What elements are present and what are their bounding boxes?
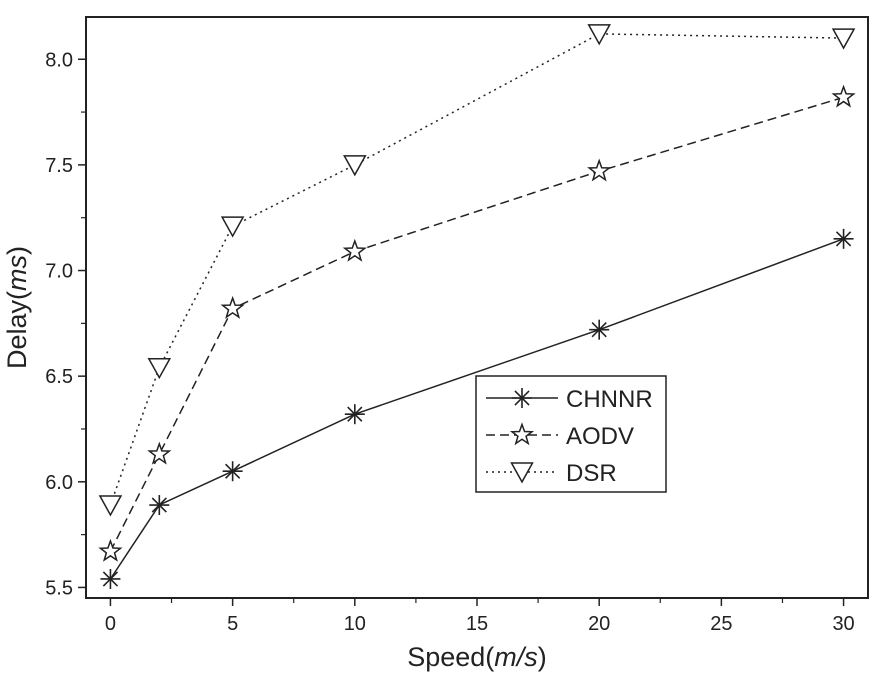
marker-dsr-4 [587,24,611,46]
marker-aodv-1 [147,441,172,465]
plot-frame [85,16,869,599]
marker-chnnr-0 [100,568,121,589]
marker-chnnr-1 [149,495,170,516]
marker-aodv-4 [587,158,612,182]
marker-dsr-3 [343,155,367,177]
marker-chnnr-4 [589,319,610,340]
marker-aodv-0 [98,538,123,562]
x-axis-label-suffix: ) [538,642,547,672]
marker-chnnr-3 [344,404,365,425]
y-tick-label-2: 6.5 [45,366,73,388]
legend-label-chnnr: CHNNR [566,386,653,413]
marker-dsr-0 [98,495,123,517]
x-tick-label-4: 20 [588,613,610,635]
x-tick-label-6: 30 [832,613,854,635]
y-tick-label-5: 8.0 [45,49,73,71]
axis-tick-labels: 0 5 10 15 20 25 30 5.5 6.0 6.5 7.0 7.5 8.0 [45,49,855,635]
marker-dsr-2 [220,216,245,238]
y-tick-label-0: 5.5 [45,577,73,599]
marker-chnnr-2 [222,461,243,482]
x-tick-label-0: 0 [105,613,116,635]
legend-marker-aodv [509,422,535,446]
axis-ticks [78,58,845,606]
legend-label-aodv: AODV [566,423,634,450]
legend-label-dsr: DSR [566,460,617,487]
marker-aodv-2 [220,295,245,319]
y-axis-label-prefix: Delay( [2,291,32,369]
x-tick-label-2: 10 [344,613,366,635]
y-axis-label-unit: ms [2,255,32,291]
series-line-aodv [109,96,844,552]
y-tick-label-1: 6.0 [45,472,73,494]
x-tick-label-5: 25 [710,613,732,635]
marker-aodv-3 [342,238,367,262]
x-axis-label-prefix: Speed( [407,642,494,672]
legend-marker-chnnr [512,388,532,408]
x-tick-label-1: 5 [227,613,238,635]
series-markers [98,24,856,589]
plot-frame-rect [85,16,869,599]
legend-marker-dsr [510,462,534,484]
legend: CHNNR AODV DSR [475,375,667,493]
x-axis-label: Speed(m/s) [407,642,547,672]
x-tick-label-3: 15 [466,613,488,635]
marker-dsr-5 [831,28,856,50]
y-axis-label: Delay(ms) [2,246,32,369]
y-tick-label-4: 7.5 [45,155,73,177]
marker-aodv-5 [831,84,856,108]
y-tick-label-3: 7.0 [45,261,73,283]
marker-dsr-1 [147,357,172,380]
legend-box [475,375,667,493]
marker-chnnr-5 [833,228,854,249]
series-line-dsr [109,33,844,506]
series-line-chnnr [109,238,844,580]
y-axis-label-suffix: ) [2,246,32,255]
x-axis-label-unit: m/s [494,642,538,672]
series-lines [109,33,844,580]
